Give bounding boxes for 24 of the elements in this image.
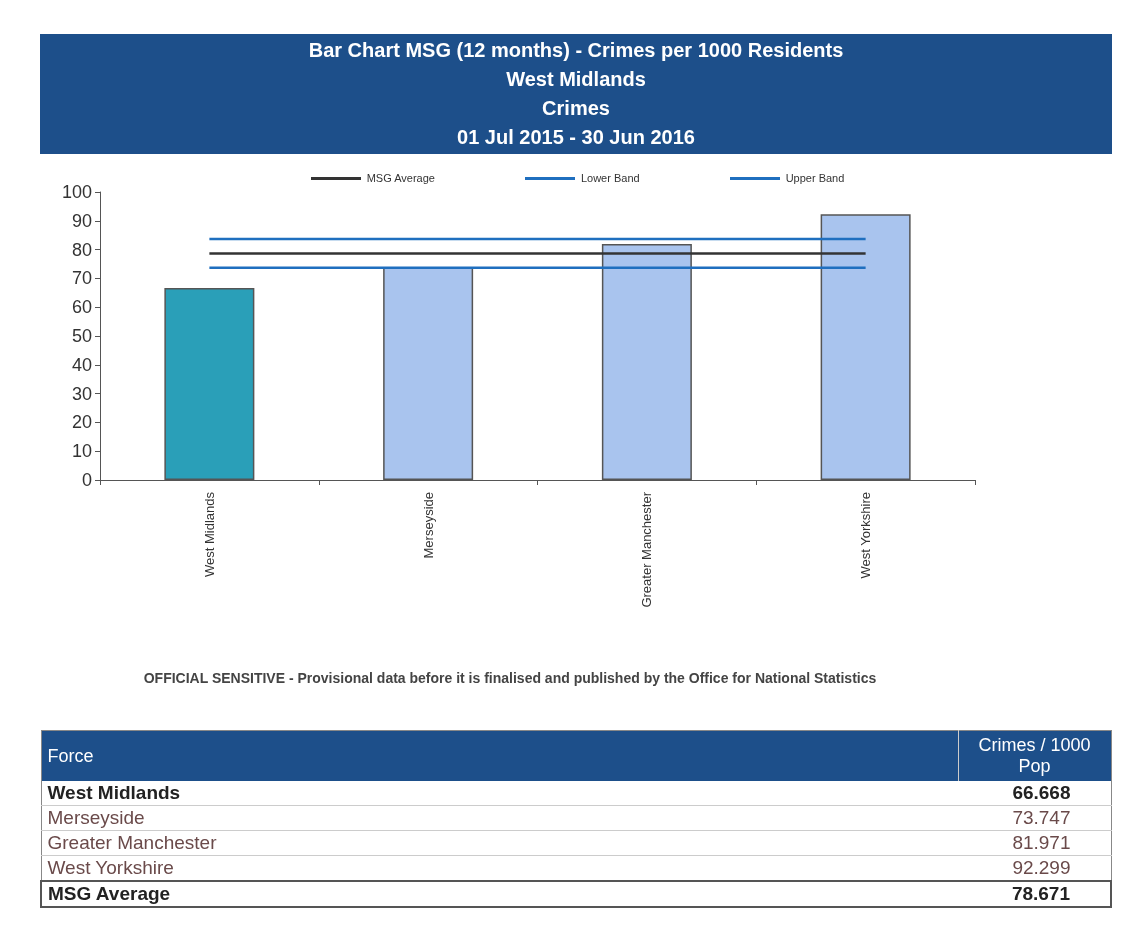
y-tick-label: 70 (71, 268, 92, 289)
y-tick-label: 40 (71, 354, 92, 375)
legend-label: Upper Band (785, 172, 845, 184)
data-table: Force Crimes / 1000 Pop West Midlands 66.668 Merseyside 73.747 Greater Manchester 81.971 West Yorkshire 92.299 MSG Average 78.671 (40, 730, 1112, 908)
x-tick-label: Merseyside (420, 492, 436, 559)
legend-label: Lower Band (580, 172, 640, 184)
x-tick-label: West Midlands (201, 491, 217, 578)
chart-subtitle: West Midlands Crimes 01 Jul 2015 - 30 Jun 2016 (456, 67, 696, 150)
y-tick-label: 20 (71, 412, 92, 433)
y-tick-label: 30 (71, 383, 92, 404)
y-tick-label: 50 (71, 326, 92, 346)
y-tick-label: 60 (71, 297, 92, 318)
title-banner: Bar Chart MSG (12 months) - Crimes per 1000 Residents West Midlands Crimes 01 Jul 2015 - 30 Jun 2016 (40, 34, 1112, 154)
legend-label: MSG Average (366, 172, 435, 184)
table-header: Force Crimes / 1000 Pop (41, 730, 1111, 781)
y-tick-label: 80 (71, 239, 92, 260)
x-tick-label: Greater Manchester (639, 491, 655, 608)
chart-title: Bar Chart MSG (12 months) - Crimes per 1000 Residents (307, 38, 845, 63)
y-tick-label: 0 (81, 470, 92, 490)
y-tick-label: 90 (71, 210, 92, 231)
y-tick-label: 100 (61, 182, 92, 202)
text: OFFICIAL SENSITIVE - Provisional data before it is finalised and published by the Office for National Statistics (142, 670, 878, 686)
x-tick-label: West Yorkshire (858, 492, 874, 579)
y-tick-label: 10 (71, 441, 92, 462)
